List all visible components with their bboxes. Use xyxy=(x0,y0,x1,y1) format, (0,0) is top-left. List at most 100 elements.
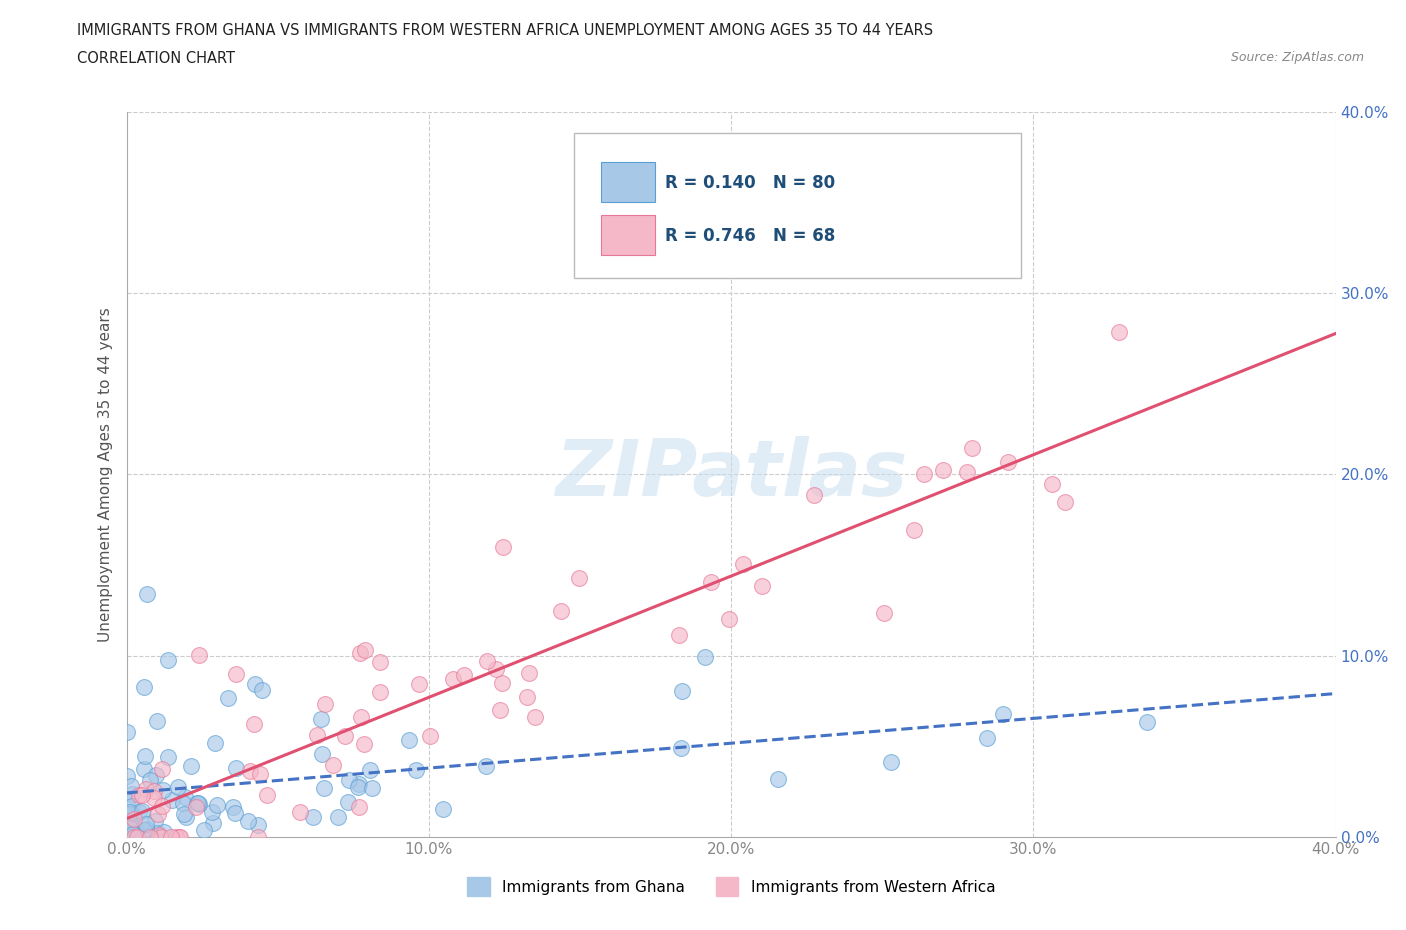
Point xyxy=(322,758,344,773)
Point xyxy=(717,612,740,627)
Point xyxy=(309,711,332,726)
Point xyxy=(333,728,356,743)
Point xyxy=(174,790,197,805)
Point xyxy=(245,676,267,691)
FancyBboxPatch shape xyxy=(574,133,1021,278)
Text: R = 0.140   N = 80: R = 0.140 N = 80 xyxy=(665,174,835,192)
Point xyxy=(201,804,224,819)
Point xyxy=(145,713,167,728)
Point xyxy=(121,812,143,827)
Point xyxy=(453,668,475,683)
Point xyxy=(419,728,441,743)
Point xyxy=(160,830,183,844)
Point xyxy=(337,773,360,788)
Point xyxy=(135,821,157,836)
Point xyxy=(256,788,278,803)
Point xyxy=(405,763,427,777)
Point xyxy=(160,792,183,807)
Point xyxy=(186,795,208,810)
Point xyxy=(169,830,191,844)
Point xyxy=(174,809,197,824)
Point xyxy=(880,755,903,770)
Point xyxy=(118,814,141,829)
Point xyxy=(803,488,825,503)
Point xyxy=(491,676,513,691)
Point xyxy=(166,779,188,794)
Point xyxy=(903,523,925,538)
Point xyxy=(398,732,420,747)
Point xyxy=(132,679,155,694)
Point xyxy=(695,650,717,665)
Legend: Immigrants from Ghana, Immigrants from Western Africa: Immigrants from Ghana, Immigrants from W… xyxy=(461,871,1001,902)
Point xyxy=(122,830,145,844)
Point xyxy=(960,440,983,455)
Point xyxy=(311,747,333,762)
Point xyxy=(360,781,382,796)
Point xyxy=(568,570,591,585)
Point xyxy=(188,647,211,662)
Point xyxy=(976,731,998,746)
Point xyxy=(731,557,754,572)
Point xyxy=(485,662,508,677)
Point xyxy=(669,741,692,756)
Point xyxy=(128,804,150,819)
Point xyxy=(523,710,546,724)
Point xyxy=(368,655,391,670)
Point xyxy=(117,793,139,808)
Point xyxy=(172,796,194,811)
Point xyxy=(236,814,259,829)
Point xyxy=(475,653,498,668)
Point xyxy=(148,828,170,843)
Point xyxy=(249,766,271,781)
Point xyxy=(131,804,153,818)
Point xyxy=(120,778,142,793)
Text: ZIPatlas: ZIPatlas xyxy=(555,436,907,512)
Point xyxy=(186,800,208,815)
Point xyxy=(118,804,141,819)
Point xyxy=(124,821,146,836)
Point xyxy=(165,830,187,844)
Point xyxy=(359,763,381,777)
Point xyxy=(1136,714,1159,729)
Point xyxy=(205,798,228,813)
Point xyxy=(239,764,262,778)
Point xyxy=(441,671,464,686)
Point xyxy=(312,781,335,796)
Point xyxy=(187,796,209,811)
Point xyxy=(157,750,180,764)
Point xyxy=(124,829,146,844)
Point xyxy=(134,749,156,764)
Point xyxy=(225,667,247,682)
Point xyxy=(474,758,496,773)
Point xyxy=(193,822,215,837)
Point xyxy=(307,727,329,742)
Point xyxy=(368,684,391,699)
FancyBboxPatch shape xyxy=(600,216,655,255)
Point xyxy=(135,782,157,797)
Point xyxy=(516,690,538,705)
Point xyxy=(118,820,141,835)
Point xyxy=(350,710,373,724)
Text: IMMIGRANTS FROM GHANA VS IMMIGRANTS FROM WESTERN AFRICA UNEMPLOYMENT AMONG AGES : IMMIGRANTS FROM GHANA VS IMMIGRANTS FROM… xyxy=(77,23,934,38)
Point xyxy=(956,465,979,480)
Point xyxy=(122,811,145,826)
Point xyxy=(408,676,430,691)
Point xyxy=(187,795,209,810)
Point xyxy=(347,800,370,815)
Point xyxy=(489,702,512,717)
Text: Source: ZipAtlas.com: Source: ZipAtlas.com xyxy=(1230,51,1364,64)
Point xyxy=(201,816,224,830)
Point xyxy=(152,782,174,797)
Point xyxy=(127,830,149,844)
Point xyxy=(222,800,245,815)
Point xyxy=(314,697,336,711)
Point xyxy=(354,643,377,658)
Point xyxy=(169,830,191,844)
Point xyxy=(247,817,270,832)
Point xyxy=(243,716,266,731)
Point xyxy=(118,806,141,821)
Point xyxy=(131,788,153,803)
Point xyxy=(671,684,693,698)
Point xyxy=(991,707,1014,722)
Point xyxy=(337,795,360,810)
